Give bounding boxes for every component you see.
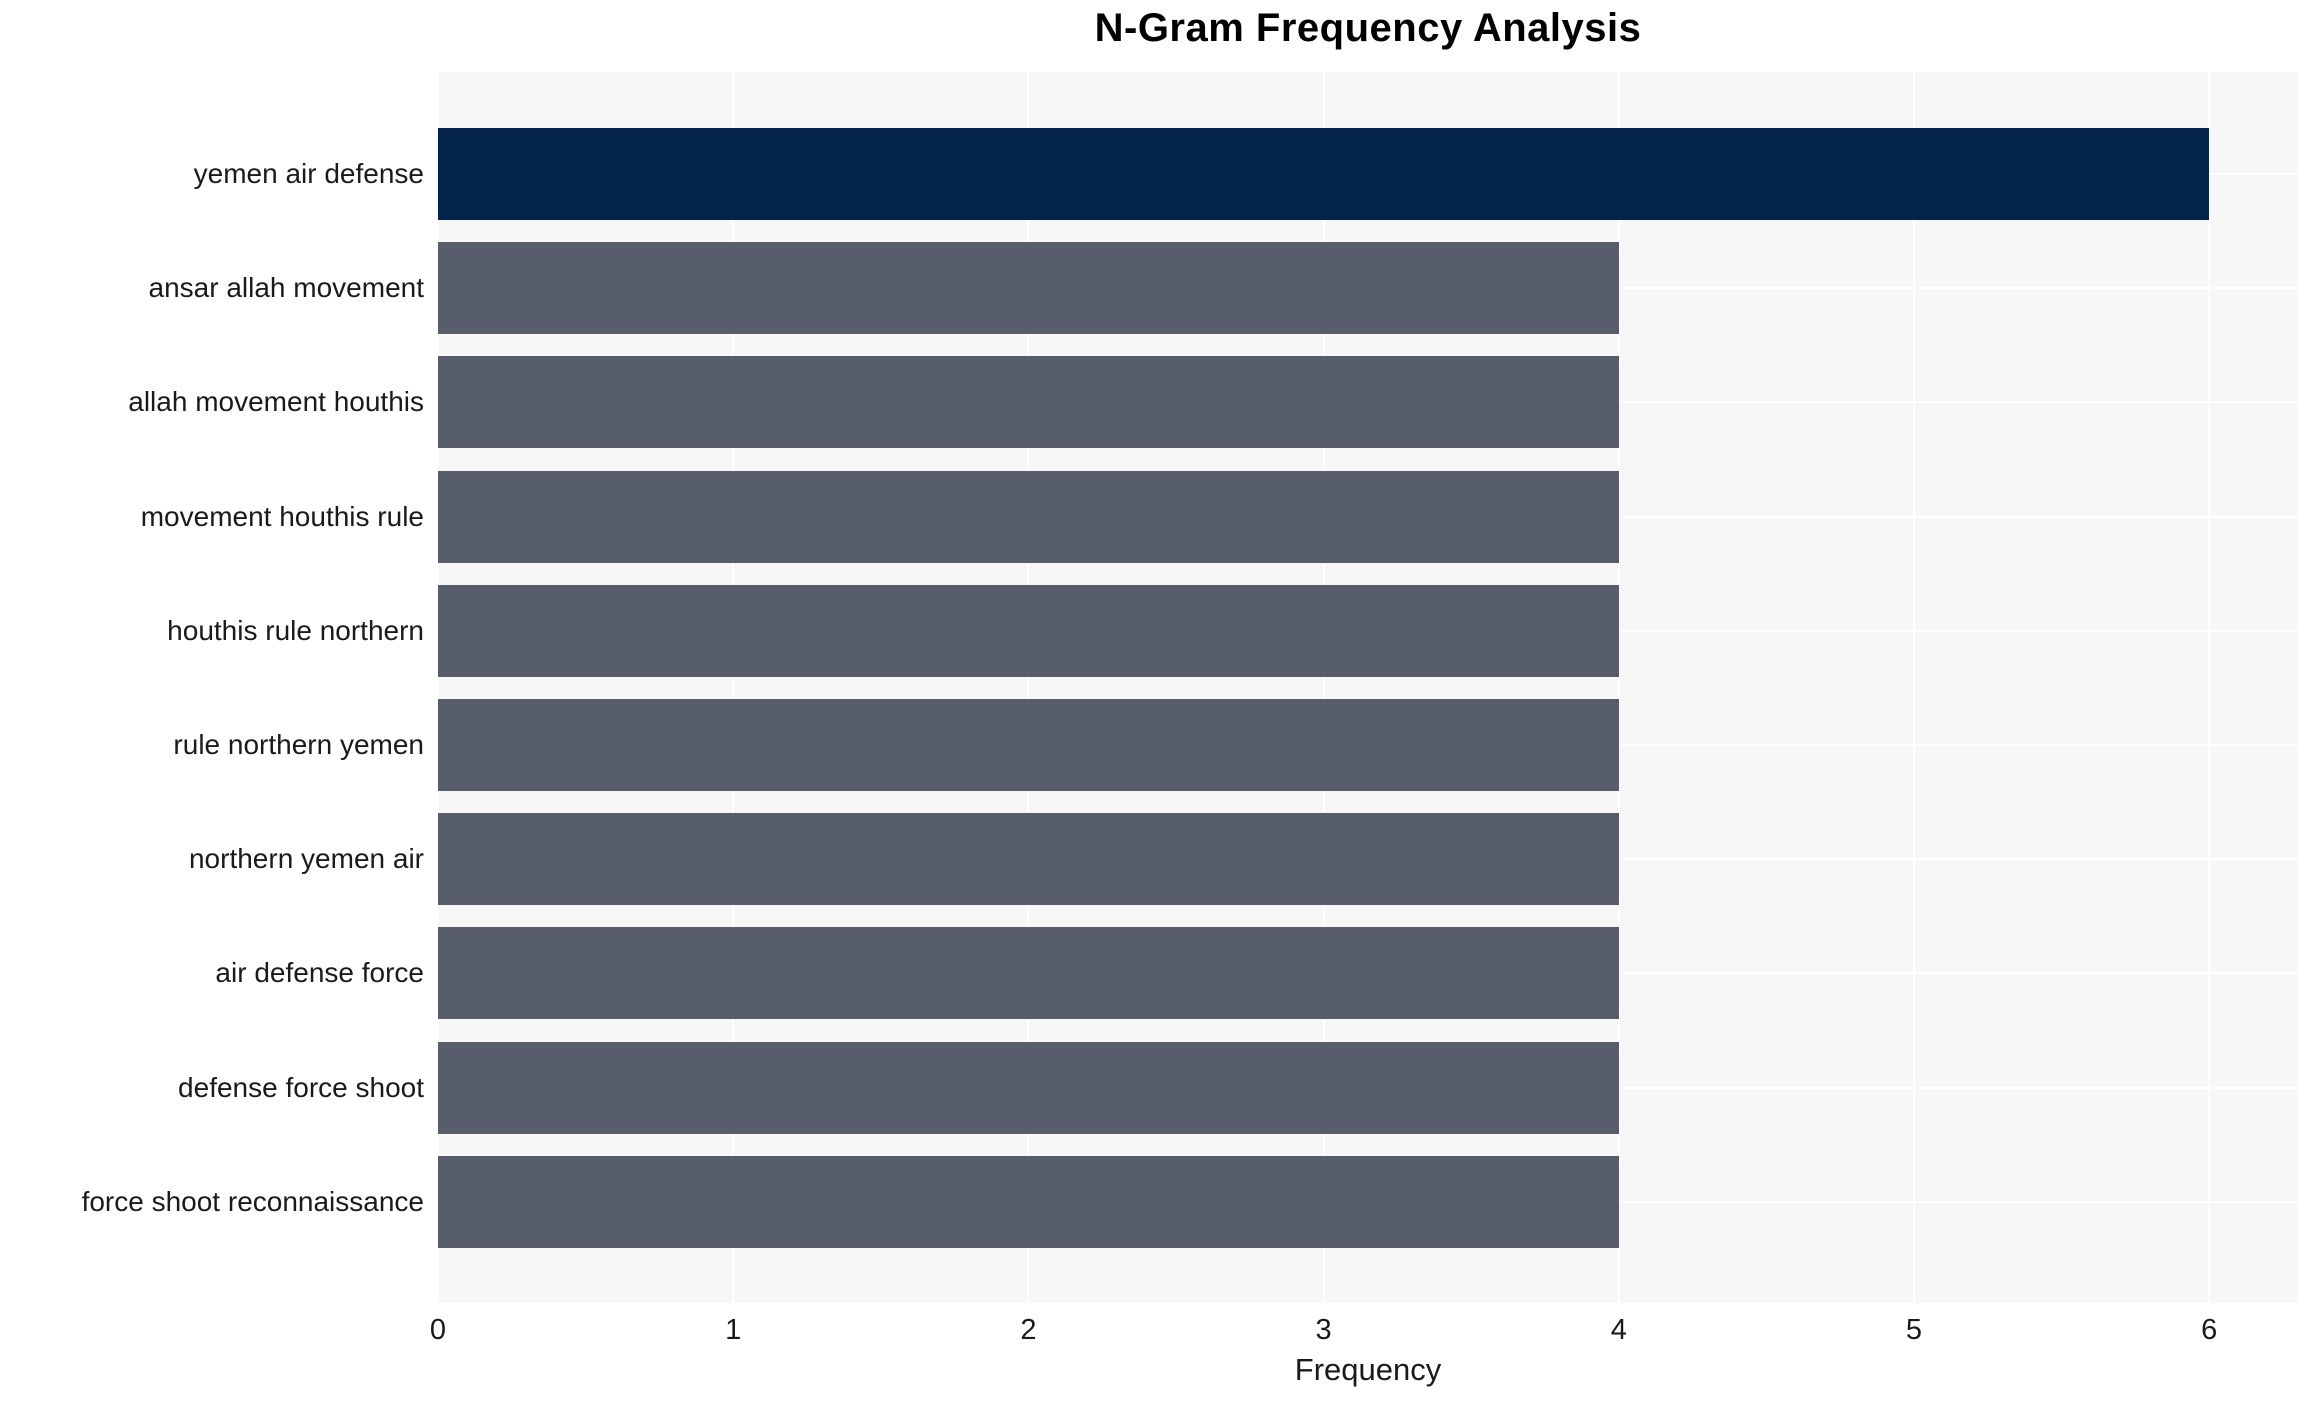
x-tick-label: 1 (725, 1314, 742, 1346)
vertical-gridline (1913, 72, 1915, 1303)
y-tick-label: northern yemen air (188, 843, 424, 875)
bar-air-defense-force (438, 927, 1619, 1020)
y-tick-label: force shoot reconnaissance (81, 1185, 424, 1217)
x-tick-label: 0 (429, 1314, 447, 1346)
x-tick-label: 4 (1610, 1314, 1627, 1346)
vertical-gridline (732, 72, 735, 1303)
y-tick-label: air defense force (215, 957, 424, 989)
y-tick-label: houthis rule northern (167, 614, 424, 646)
bar-houthis-rule-northern (438, 584, 1619, 677)
y-tick-label: defense force shoot (178, 1071, 424, 1103)
vertical-gridline (1617, 72, 1620, 1303)
x-tick-label: 6 (2201, 1314, 2218, 1346)
bar-rule-northern-yemen (438, 699, 1619, 791)
y-tick-label: ansar allah movement (148, 272, 424, 304)
bar-northern-yemen-air (438, 813, 1619, 906)
plot-area (437, 72, 2298, 1303)
x-tick-label: 3 (1315, 1314, 1332, 1346)
vertical-gridline (1027, 72, 1030, 1303)
x-axis-label: Frequency (1294, 1352, 1442, 1387)
bar-force-shoot-reconnaissance (438, 1155, 1619, 1248)
y-tick-label: allah movement houthis (128, 386, 424, 418)
bar-ansar-allah-movement (438, 242, 1619, 335)
bar-allah-movement-houthis (438, 356, 1619, 449)
y-tick-label: movement houthis rule (140, 500, 424, 532)
bar-yemen-air-defense (438, 128, 2210, 220)
bar-movement-houthis-rule (438, 470, 1619, 563)
vertical-gridline (437, 72, 439, 1303)
chart-title: N-Gram Frequency Analysis (1094, 6, 1642, 50)
vertical-gridline (2208, 72, 2211, 1303)
vertical-gridline (1322, 72, 1325, 1303)
y-tick-label: rule northern yemen (173, 729, 424, 760)
y-tick-label: yemen air defense (193, 158, 424, 189)
x-tick-label: 5 (1905, 1314, 1923, 1346)
x-tick-label: 2 (1020, 1314, 1037, 1346)
bar-defense-force-shoot (438, 1041, 1619, 1134)
